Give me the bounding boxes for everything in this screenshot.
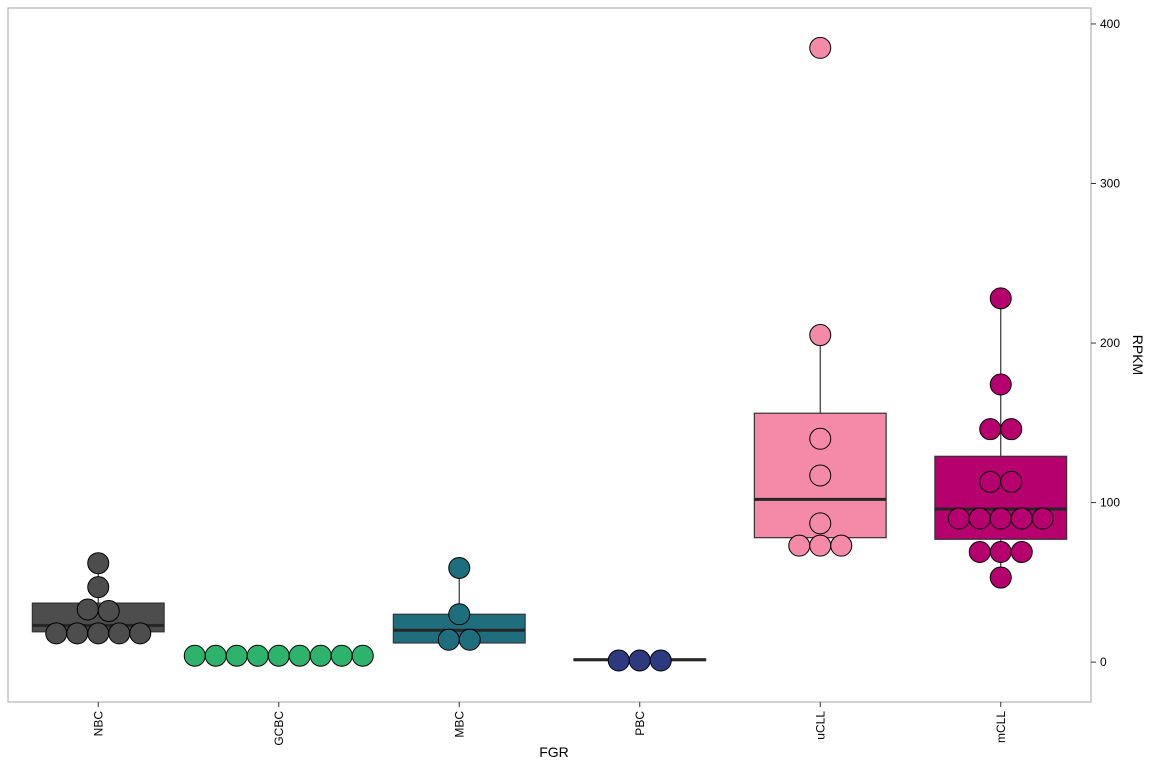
x-axis: NBC GCBC MBC PBC uCLL mCLL bbox=[91, 702, 1008, 746]
data-point bbox=[76, 598, 99, 621]
data-point bbox=[979, 470, 1002, 493]
data-point bbox=[989, 507, 1012, 530]
data-point bbox=[989, 373, 1012, 396]
data-point bbox=[448, 556, 471, 579]
data-point bbox=[649, 649, 672, 672]
points-NBC bbox=[45, 552, 152, 645]
x-axis-title: FGR bbox=[539, 744, 569, 760]
data-point bbox=[1010, 541, 1033, 564]
data-point bbox=[458, 628, 481, 651]
data-point bbox=[1000, 470, 1023, 493]
data-point bbox=[66, 622, 89, 645]
data-point bbox=[947, 507, 970, 530]
y-axis-title: RPKM bbox=[1130, 335, 1146, 375]
data-point bbox=[87, 622, 110, 645]
data-point bbox=[809, 464, 832, 487]
data-point bbox=[968, 507, 991, 530]
data-point bbox=[204, 644, 227, 667]
data-point bbox=[809, 534, 832, 557]
data-point bbox=[968, 541, 991, 564]
data-point bbox=[809, 427, 832, 450]
data-point bbox=[87, 552, 110, 575]
data-point bbox=[1031, 507, 1054, 530]
points-mCLL bbox=[947, 287, 1054, 589]
data-point bbox=[989, 566, 1012, 589]
data-point bbox=[1010, 507, 1033, 530]
y-tick-label: 400 bbox=[1100, 17, 1120, 31]
y-axis: 0 100 200 300 400 bbox=[1091, 17, 1120, 669]
y-tick-label: 0 bbox=[1100, 655, 1107, 669]
data-point bbox=[87, 576, 110, 599]
data-point bbox=[108, 622, 131, 645]
data-point bbox=[97, 600, 120, 623]
x-tick-label: uCLL bbox=[813, 711, 827, 740]
data-point bbox=[809, 324, 832, 347]
data-point bbox=[309, 644, 332, 667]
points-PBC bbox=[607, 649, 672, 672]
data-point bbox=[330, 644, 353, 667]
points-layer bbox=[45, 36, 1054, 672]
x-tick-label: GCBC bbox=[272, 711, 286, 746]
data-point bbox=[267, 644, 290, 667]
data-point bbox=[246, 644, 269, 667]
x-tick-label: NBC bbox=[91, 711, 105, 737]
points-MBC bbox=[437, 556, 481, 651]
data-point bbox=[437, 628, 460, 651]
data-point bbox=[809, 36, 832, 59]
plot-panel-border bbox=[7, 7, 1092, 703]
x-tick-label: MBC bbox=[452, 711, 466, 738]
data-point bbox=[989, 541, 1012, 564]
data-point bbox=[607, 649, 630, 672]
y-tick-label: 200 bbox=[1100, 336, 1120, 350]
y-tick-label: 300 bbox=[1100, 176, 1120, 190]
data-point bbox=[45, 622, 68, 645]
data-point bbox=[351, 644, 374, 667]
data-point bbox=[788, 534, 811, 557]
data-point bbox=[448, 603, 471, 626]
data-point bbox=[1000, 418, 1023, 441]
x-tick-label: mCLL bbox=[994, 711, 1008, 743]
data-point bbox=[809, 512, 832, 535]
points-GCBC bbox=[183, 644, 374, 667]
data-point bbox=[989, 287, 1012, 310]
y-tick-label: 100 bbox=[1100, 496, 1120, 510]
data-point bbox=[183, 644, 206, 667]
data-point bbox=[225, 644, 248, 667]
data-point bbox=[129, 622, 152, 645]
points-uCLL bbox=[788, 36, 853, 557]
data-point bbox=[628, 649, 651, 672]
x-tick-label: PBC bbox=[633, 711, 647, 736]
data-point bbox=[830, 534, 853, 557]
data-point bbox=[979, 418, 1002, 441]
data-point bbox=[288, 644, 311, 667]
